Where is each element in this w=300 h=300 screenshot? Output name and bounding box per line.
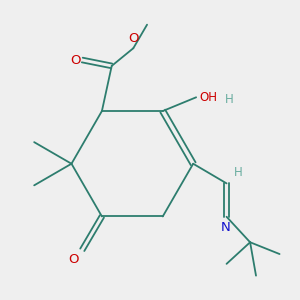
Text: O: O xyxy=(128,32,139,45)
Text: O: O xyxy=(70,53,80,67)
Text: H: H xyxy=(224,93,233,106)
Text: O: O xyxy=(68,253,78,266)
Text: H: H xyxy=(234,166,242,179)
Text: OH: OH xyxy=(199,91,217,104)
Text: N: N xyxy=(221,221,231,234)
